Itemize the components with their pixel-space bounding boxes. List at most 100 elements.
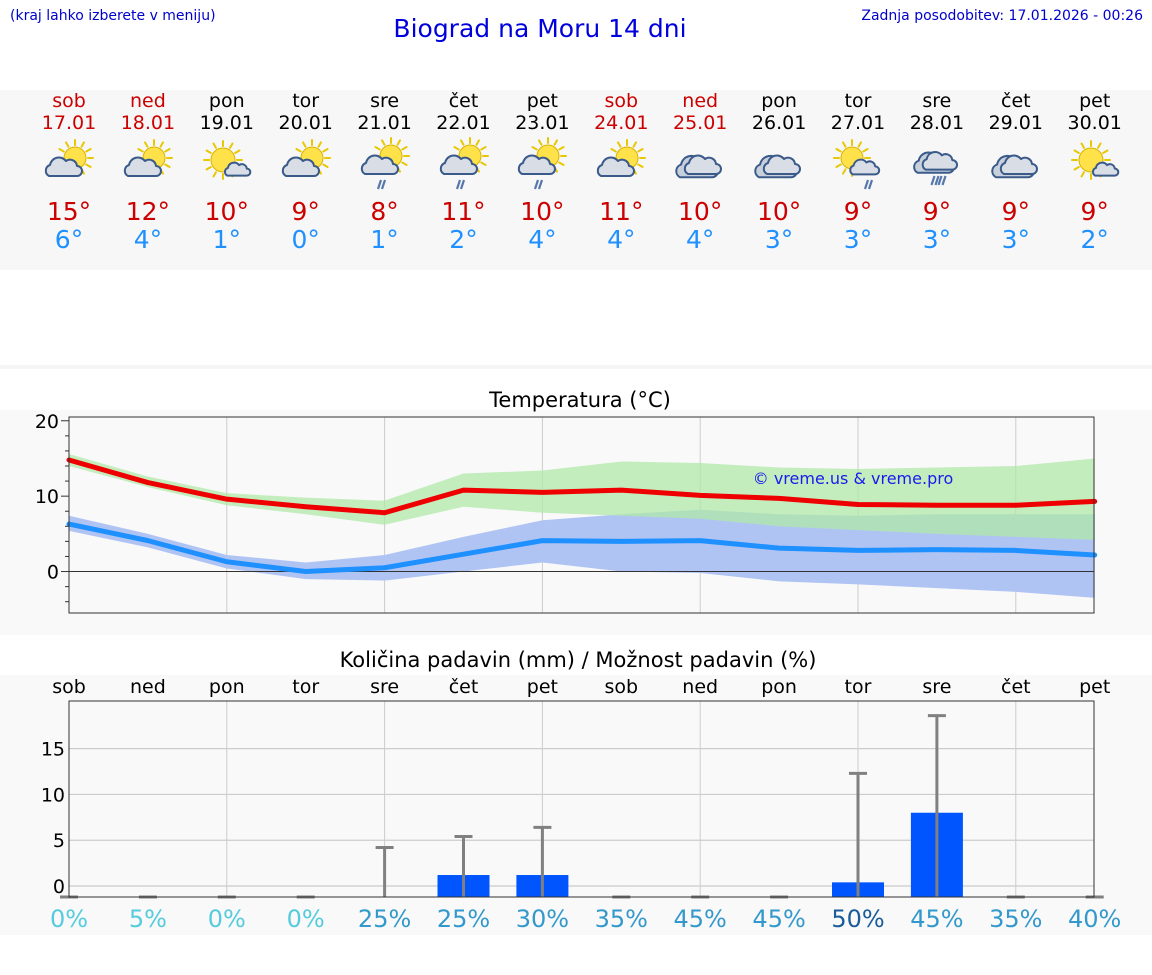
day-name: čet <box>1001 90 1031 112</box>
location-menu-hint: (kraj lahko izberete v meniju) <box>10 8 216 24</box>
min-temperature-band <box>69 509 1095 598</box>
day-name: ned <box>682 90 719 112</box>
cloud-shape <box>439 154 478 175</box>
sun-ray <box>295 148 302 153</box>
plot-frame <box>68 700 1095 898</box>
day-date: 18.01 <box>120 112 176 134</box>
low-temperature: 4° <box>607 225 636 254</box>
sun-ray <box>835 148 842 153</box>
low-temperature: 2° <box>1080 225 1109 254</box>
forecast-day: tor 20.01 9° 0° <box>266 90 346 254</box>
day-date: 27.01 <box>830 112 886 134</box>
sun-ray <box>538 139 543 146</box>
y-tick-label: 20 <box>35 411 59 433</box>
low-temperature: 4° <box>528 225 557 254</box>
low-temperature: 2° <box>449 225 478 254</box>
precipitation-probability: 0% <box>208 905 246 933</box>
sun-ray <box>1073 166 1080 171</box>
x-tick-label: sre <box>922 676 951 698</box>
sun-ray <box>212 142 217 149</box>
sun-ray <box>143 141 149 148</box>
sun-ray <box>558 161 565 166</box>
cloud-shape <box>762 154 802 175</box>
sun-ray <box>479 161 487 166</box>
mostly-sunny-icon <box>202 140 252 180</box>
x-tick-label: ned <box>130 676 166 698</box>
sun-ray <box>452 146 460 151</box>
precipitation-chart-title: Količina padavin (mm) / Možnost padavin … <box>339 648 817 672</box>
x-tick-label: sob <box>605 676 639 698</box>
y-tick-label: 0 <box>53 876 65 898</box>
low-temperature: 3° <box>843 225 873 254</box>
day-name: pon <box>208 90 245 112</box>
sun-rain-icon <box>439 137 489 190</box>
mostly-sunny-icon <box>1070 140 1119 180</box>
plot-frame <box>68 416 1095 614</box>
rain-drop <box>930 175 936 186</box>
day-date: 30.01 <box>1067 112 1122 134</box>
sun-ray <box>842 141 847 148</box>
forecast-day: tor 27.01 9° 3° <box>818 90 898 254</box>
sun-ray <box>400 146 408 151</box>
forecast-day: čet 22.01 11° 2° <box>424 90 504 254</box>
low-temperature: 1° <box>212 225 241 254</box>
x-tick-label: pet <box>1079 676 1110 698</box>
forecast-day: pet 30.01 9° 2° <box>1055 90 1135 254</box>
precipitation-probability: 45% <box>910 905 963 933</box>
sun-ray <box>637 163 644 168</box>
partly-cloudy-icon <box>123 139 173 177</box>
day-name: sre <box>922 90 952 112</box>
sun-ray <box>205 149 212 154</box>
sun-ray <box>396 139 401 146</box>
partly-cloudy-icon <box>281 139 331 177</box>
x-tick-label: čet <box>1001 676 1031 698</box>
low-temperature: 3° <box>764 225 794 254</box>
sun-ray <box>1073 149 1080 154</box>
day-name: tor <box>844 90 872 112</box>
rain-drop <box>538 179 544 190</box>
sun-ray <box>1080 142 1085 149</box>
rain-drop <box>867 179 874 190</box>
precipitation-probability: 25% <box>358 905 411 933</box>
cloud-shape <box>518 154 557 175</box>
sun-ray <box>1101 149 1109 154</box>
cloud-shape <box>223 161 252 177</box>
forecast-day: sre 28.01 9° 3° <box>897 90 977 254</box>
day-name: ned <box>129 90 166 112</box>
rain-drop <box>937 175 943 186</box>
low-temperature: 1° <box>370 225 399 254</box>
high-temperature: 11° <box>599 197 644 226</box>
sun-ray <box>164 148 171 153</box>
low-temperature: 6° <box>54 225 84 254</box>
low-temperature: 0° <box>291 225 320 254</box>
x-tick-label: sre <box>370 676 399 698</box>
sun-ray <box>553 139 559 146</box>
sun-ray <box>632 141 638 148</box>
high-temperature: 9° <box>922 197 952 226</box>
high-temperature: 9° <box>291 197 320 226</box>
sun-ray <box>80 141 85 148</box>
x-tick-label: tor <box>845 676 872 698</box>
sun-ray <box>459 139 464 146</box>
forecast-day: pet 23.01 10° 4° <box>502 90 582 254</box>
day-name: pet <box>1079 90 1111 112</box>
high-temperature: 10° <box>678 197 723 226</box>
forecast-day: sob 24.01 11° 4° <box>581 90 661 254</box>
sun-ray <box>321 163 329 168</box>
precipitation-probability: 0% <box>287 905 325 933</box>
high-temperature: 9° <box>1001 197 1030 226</box>
precipitation-probability: 40% <box>1068 905 1121 933</box>
cloud-shape <box>849 158 881 176</box>
partly-cloudy-icon <box>597 139 647 177</box>
cloud-shape <box>44 156 83 177</box>
rain-drop <box>380 179 386 190</box>
forecast-day: ned 18.01 12° 4° <box>108 90 188 254</box>
precipitation-probability: 45% <box>674 905 727 933</box>
sun-ray <box>164 163 171 168</box>
high-temperature: 10° <box>204 197 249 226</box>
rain-drop <box>934 175 940 186</box>
cloudy-icon <box>991 154 1038 179</box>
day-name: pet <box>526 90 558 112</box>
sun-ray <box>374 146 381 151</box>
sun-ray <box>862 148 869 153</box>
